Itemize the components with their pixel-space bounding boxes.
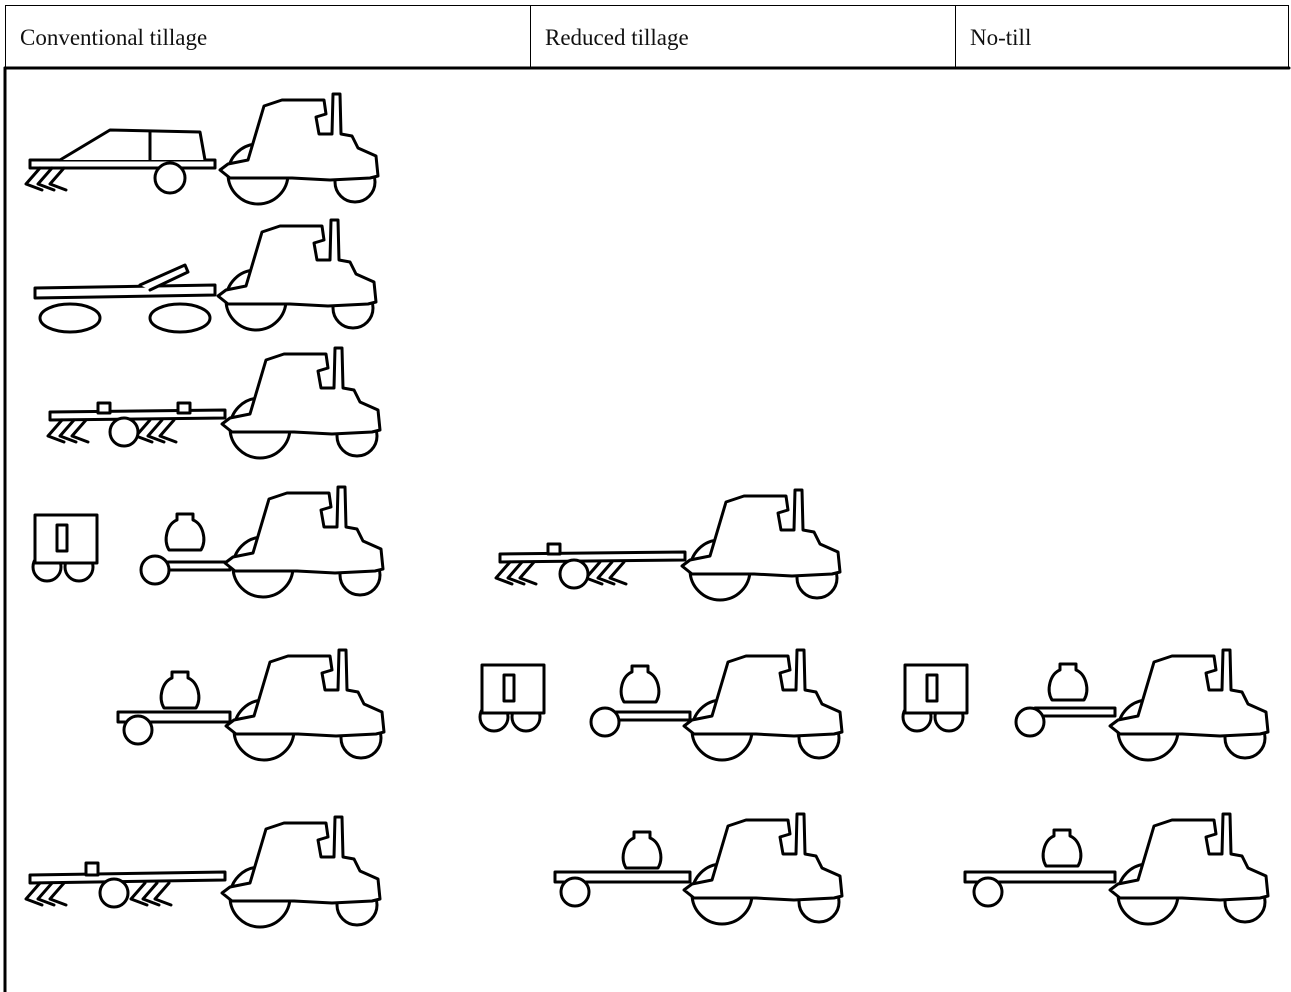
conventional-planter xyxy=(31,485,385,599)
header-cell: No-till xyxy=(955,5,1289,68)
reduced-chisel xyxy=(494,488,842,602)
conventional-seedbed-cultivator xyxy=(24,92,380,206)
no-till-sprayer xyxy=(963,812,1270,926)
conventional-chisel xyxy=(46,346,382,460)
header-cell: Conventional tillage xyxy=(5,5,531,68)
header-cell: Reduced tillage xyxy=(530,5,956,68)
conventional-cultivator xyxy=(24,815,382,929)
conventional-sprayer xyxy=(116,648,386,762)
no-till-planter xyxy=(901,648,1270,762)
reduced-planter xyxy=(478,648,844,762)
reduced-sprayer xyxy=(553,812,844,926)
conventional-disc-harrow xyxy=(33,218,378,334)
